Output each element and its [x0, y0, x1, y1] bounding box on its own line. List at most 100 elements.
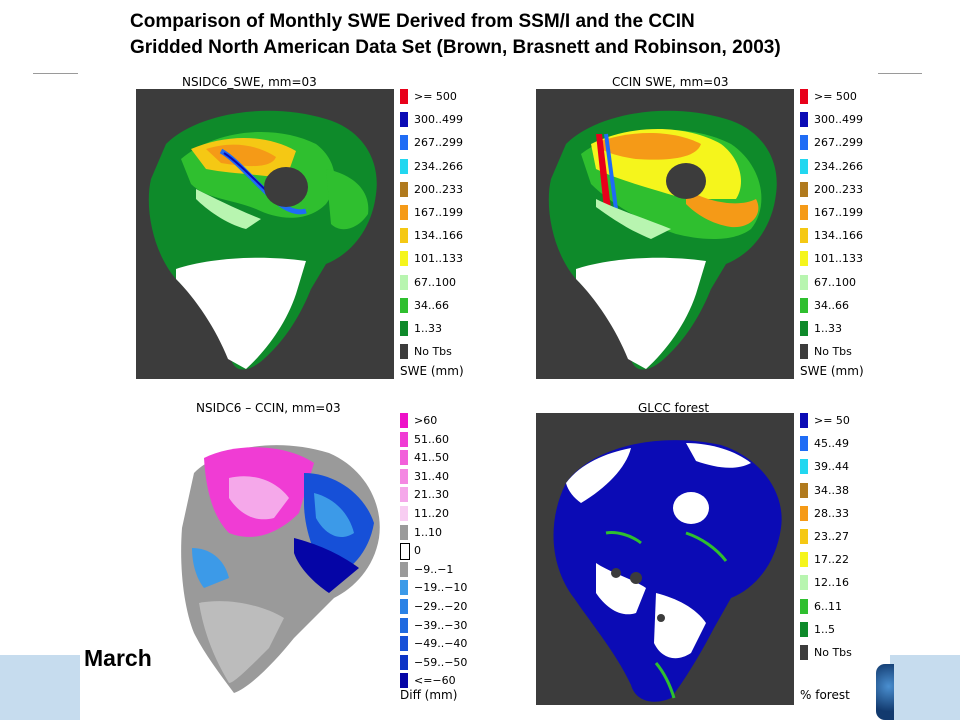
diff-legend-swatch: [400, 505, 408, 521]
ccin-legend-swatch: [800, 297, 808, 313]
ccin-legend-swatch: [800, 320, 808, 336]
forest-legend-swatch: [800, 552, 808, 568]
diff-legend-swatch: [400, 636, 408, 652]
month-label: March: [84, 645, 152, 671]
nsidc-legend-label: 300..499: [414, 113, 463, 127]
diff-legend-label: −59..−50: [414, 655, 468, 669]
forest-unit-label: % forest: [800, 688, 850, 702]
nsidc-legend-swatch: [400, 89, 408, 104]
ccin-legend-swatch: [800, 274, 808, 290]
forest-legend-label: No Tbs: [814, 645, 852, 659]
diff-legend-label: 21..30: [414, 488, 449, 502]
ccin-legend-swatch: [800, 181, 808, 197]
forest-legend-swatch: [800, 575, 808, 591]
globe-logo-icon: [876, 664, 894, 720]
nsidc-legend-label: 200..233: [414, 182, 463, 196]
diff-legend-label: 0: [414, 544, 421, 558]
diff-legend-swatch: [400, 543, 410, 561]
nsidc-legend-label: 167..199: [414, 205, 463, 219]
diff-legend-swatch: [400, 468, 408, 484]
nsidc-legend-label: 134..166: [414, 229, 463, 243]
nsidc-unit-label: SWE (mm): [400, 364, 464, 378]
nsidc-swe-map: [136, 89, 394, 379]
nsidc-legend-swatch: [400, 297, 408, 313]
ccin-legend-label: 200..233: [814, 182, 863, 196]
diff-legend-label: −39..−30: [414, 618, 468, 632]
nsidc-legend-label: 34..66: [414, 298, 449, 312]
ccin-legend-swatch: [800, 158, 808, 174]
ccin-legend-swatch: [800, 251, 808, 267]
diff-legend-swatch: [400, 413, 408, 428]
ccin-legend-swatch: [800, 89, 808, 104]
bottom-left-band: [0, 655, 80, 720]
ccin-legend-label: 234..266: [814, 159, 863, 173]
ccin-legend-label: 67..100: [814, 275, 856, 289]
diff-legend-swatch: [400, 598, 408, 614]
nsidc-legend-swatch: [400, 112, 408, 128]
nsidc-legend-label: >= 500: [414, 90, 457, 103]
header-rule-right: [878, 73, 922, 74]
forest-legend-label: 12..16: [814, 576, 849, 590]
diff-legend-swatch: [400, 450, 408, 466]
diff-legend-label: 51..60: [414, 432, 449, 446]
ccin-unit-label: SWE (mm): [800, 364, 864, 378]
forest-legend-swatch: [800, 482, 808, 498]
nsidc-panel-title: NSIDC6_SWE, mm=03: [182, 75, 317, 89]
nsidc-legend-swatch: [400, 204, 408, 220]
forest-legend-swatch: [800, 413, 808, 428]
ccin-legend-label: No Tbs: [814, 345, 852, 359]
header-rule-left: [33, 73, 78, 74]
ccin-legend-swatch: [800, 112, 808, 128]
forest-legend-swatch: [800, 644, 808, 660]
diff-legend-label: 31..40: [414, 469, 449, 483]
diff-legend-label: 11..20: [414, 506, 449, 520]
diff-legend-swatch: [400, 561, 408, 577]
ccin-legend-label: 1..33: [814, 321, 842, 335]
title-line-1: Comparison of Monthly SWE Derived from S…: [130, 11, 695, 32]
nsidc-legend-swatch: [400, 181, 408, 197]
nsidc-legend-swatch: [400, 274, 408, 290]
slide-title: Comparison of Monthly SWE Derived from S…: [130, 9, 781, 61]
diff-legend-label: −49..−40: [414, 637, 468, 651]
ccin-legend-label: 101..133: [814, 252, 863, 266]
forest-legend-label: 34..38: [814, 483, 849, 497]
diff-legend-label: −9..−1: [414, 562, 454, 576]
diff-legend-label: −19..−10: [414, 581, 468, 595]
forest-legend-swatch: [800, 621, 808, 637]
ccin-legend-swatch: [800, 228, 808, 244]
nsidc-legend-swatch: [400, 135, 408, 151]
diff-legend-label: 41..50: [414, 451, 449, 465]
forest-legend-swatch: [800, 436, 808, 452]
diff-legend-swatch: [400, 524, 408, 540]
title-line-2: Gridded North American Data Set (Brown, …: [130, 37, 781, 58]
nsidc-legend-label: No Tbs: [414, 345, 452, 359]
forest-legend-label: 6..11: [814, 599, 842, 613]
ccin-legend-swatch: [800, 204, 808, 220]
diff-legend-swatch: [400, 617, 408, 633]
forest-panel-title: GLCC forest: [638, 401, 710, 415]
nsidc-legend-label: 67..100: [414, 275, 456, 289]
ccin-legend-label: >= 500: [814, 90, 857, 103]
ccin-legend-label: 34..66: [814, 298, 849, 312]
forest-legend-label: >= 50: [814, 414, 850, 427]
forest-legend-label: 45..49: [814, 437, 849, 451]
nsidc-legend-swatch: [400, 251, 408, 267]
forest-legend-swatch: [800, 528, 808, 544]
nsidc-legend-swatch: [400, 228, 408, 244]
forest-legend-swatch: [800, 459, 808, 475]
forest-map: [536, 413, 794, 705]
ccin-swe-map: [536, 89, 794, 379]
bottom-right-band: [890, 655, 960, 720]
nsidc-legend-swatch: [400, 158, 408, 174]
nsidc-legend-swatch: [400, 344, 408, 360]
ccin-legend-label: 300..499: [814, 113, 863, 127]
forest-legend-label: 39..44: [814, 460, 849, 474]
diff-legend-label: <=−60: [414, 674, 456, 688]
diff-legend-label: >60: [414, 414, 438, 427]
nsidc-legend-label: 1..33: [414, 321, 442, 335]
nsidc-legend-label: 101..133: [414, 252, 463, 266]
diff-legend-swatch: [400, 654, 408, 670]
diff-panel-title: NSIDC6 – CCIN, mm=03: [196, 401, 341, 415]
forest-legend-label: 17..22: [814, 553, 849, 567]
diff-legend-swatch: [400, 673, 408, 689]
